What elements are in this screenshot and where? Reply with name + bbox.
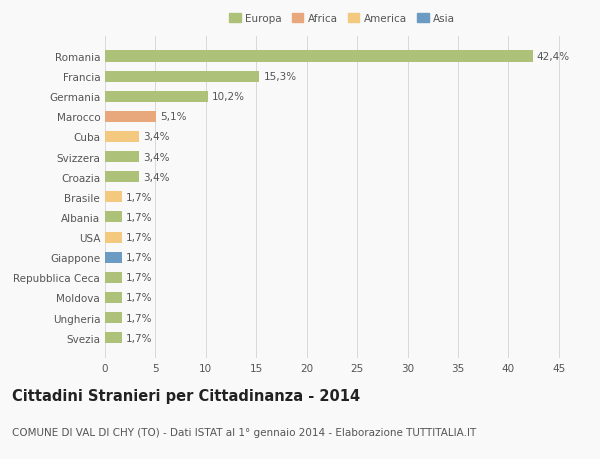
Text: 5,1%: 5,1% — [160, 112, 187, 122]
Bar — [105, 91, 208, 102]
Text: COMUNE DI VAL DI CHY (TO) - Dati ISTAT al 1° gennaio 2014 - Elaborazione TUTTITA: COMUNE DI VAL DI CHY (TO) - Dati ISTAT a… — [12, 427, 476, 437]
Text: 1,7%: 1,7% — [126, 213, 152, 223]
Bar — [105, 172, 139, 183]
Text: 42,4%: 42,4% — [536, 52, 570, 62]
Text: 3,4%: 3,4% — [143, 132, 170, 142]
Text: Cittadini Stranieri per Cittadinanza - 2014: Cittadini Stranieri per Cittadinanza - 2… — [12, 388, 360, 403]
Text: 1,7%: 1,7% — [126, 192, 152, 202]
Text: 1,7%: 1,7% — [126, 273, 152, 283]
Bar — [105, 51, 533, 62]
Legend: Europa, Africa, America, Asia: Europa, Africa, America, Asia — [225, 10, 459, 28]
Text: 10,2%: 10,2% — [212, 92, 245, 102]
Bar — [105, 72, 259, 83]
Text: 3,4%: 3,4% — [143, 172, 170, 182]
Bar — [105, 292, 122, 303]
Bar — [105, 312, 122, 323]
Text: 1,7%: 1,7% — [126, 252, 152, 263]
Bar — [105, 212, 122, 223]
Text: 15,3%: 15,3% — [263, 72, 296, 82]
Bar — [105, 332, 122, 343]
Bar — [105, 272, 122, 283]
Text: 1,7%: 1,7% — [126, 333, 152, 343]
Bar — [105, 132, 139, 143]
Bar — [105, 192, 122, 203]
Bar — [105, 151, 139, 163]
Bar — [105, 112, 157, 123]
Bar — [105, 252, 122, 263]
Text: 1,7%: 1,7% — [126, 233, 152, 242]
Text: 3,4%: 3,4% — [143, 152, 170, 162]
Text: 1,7%: 1,7% — [126, 313, 152, 323]
Text: 1,7%: 1,7% — [126, 293, 152, 303]
Bar — [105, 232, 122, 243]
